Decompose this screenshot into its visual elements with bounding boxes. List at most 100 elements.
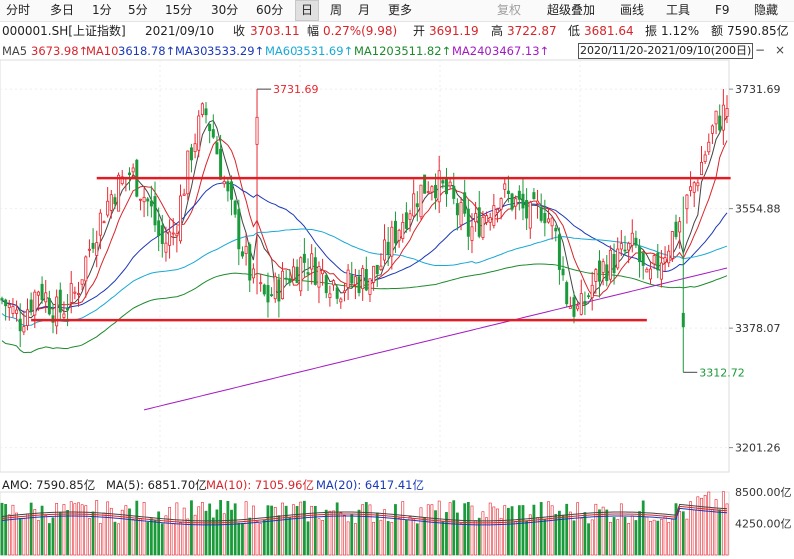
draw-line-button[interactable]: 画线 <box>620 3 645 17</box>
candle-body <box>124 177 128 180</box>
period-tab-30min[interactable]: 30分 <box>211 3 239 17</box>
candle-body <box>26 309 29 326</box>
period-tab-month[interactable]: 月 <box>358 3 371 17</box>
period-tab-week[interactable]: 周 <box>330 3 343 17</box>
volume-bar <box>164 515 168 556</box>
volume-bar <box>576 502 580 556</box>
candle-body <box>204 108 208 116</box>
candle-body <box>193 143 197 153</box>
period-tab-5min[interactable]: 5分 <box>128 3 148 17</box>
candle-body <box>492 205 496 226</box>
volume-bar <box>481 511 485 556</box>
candle-body <box>448 181 452 187</box>
tools-button[interactable]: 工具 <box>666 3 691 17</box>
low-label: 低 <box>568 24 581 38</box>
volume-bar <box>514 520 518 556</box>
volume-bar <box>226 500 230 556</box>
close-value: 3703.11 <box>250 24 300 38</box>
f9-button[interactable]: F9 <box>715 3 730 17</box>
period-tab-1min[interactable]: 1分 <box>92 3 112 17</box>
candle-body <box>725 108 729 117</box>
period-tab-multiday[interactable]: 多日 <box>50 3 75 17</box>
volume-bar <box>510 506 514 556</box>
ma240-label: MA240 <box>452 44 492 58</box>
candle-body <box>313 257 317 285</box>
ma5-label: MA5 <box>2 44 28 58</box>
volume-bar <box>313 505 317 556</box>
close-icon[interactable]: × <box>774 43 786 57</box>
volume-bar <box>656 520 660 556</box>
candle-body <box>510 193 514 210</box>
volume-bar <box>171 523 175 556</box>
candle-body <box>368 278 372 295</box>
candle-body <box>590 284 594 299</box>
volume-bar <box>273 507 277 556</box>
volume-bar <box>295 506 299 556</box>
candle-body <box>138 198 142 201</box>
volume-bar <box>434 510 437 556</box>
period-tab-intraday[interactable]: 分时 <box>6 3 31 17</box>
candle-body <box>379 265 383 270</box>
candle-body <box>554 227 558 232</box>
candle-body <box>546 218 550 223</box>
candle-body <box>310 253 314 270</box>
ma30-value: 3533.29↑ <box>207 44 265 58</box>
volume-bar <box>128 508 131 556</box>
high-value: 3722.87 <box>507 24 557 38</box>
candle-body <box>321 269 325 275</box>
candle-body <box>328 293 332 299</box>
vol-tick-label: 4250.00亿 <box>735 518 792 531</box>
candle-body <box>55 296 59 327</box>
candle-body <box>259 282 263 285</box>
candle-body <box>434 184 438 199</box>
volume-bar <box>645 516 649 556</box>
volume-bar <box>547 501 550 556</box>
period-tab-15min[interactable]: 15分 <box>165 3 193 17</box>
candle-body <box>135 159 139 197</box>
candle-body <box>324 275 328 294</box>
candle-body <box>568 306 572 309</box>
candle-body <box>408 213 412 220</box>
adjust-button[interactable]: 复权 <box>497 3 522 17</box>
high-label: 高 <box>491 24 504 38</box>
volume-bar <box>696 496 700 556</box>
overlay-button[interactable]: 超级叠加 <box>547 3 596 17</box>
volume-bar <box>412 518 416 556</box>
volume-bar <box>568 511 572 556</box>
volume-bar <box>153 519 157 556</box>
candle-body <box>685 194 689 210</box>
candle-body <box>219 148 223 180</box>
hide-button[interactable]: 隐藏 <box>754 3 779 17</box>
candle-body <box>215 142 219 155</box>
volume-bar <box>120 509 124 556</box>
more-periods-button[interactable]: 更多 <box>388 3 413 17</box>
volume-bar <box>539 502 543 556</box>
period-tab-60min[interactable]: 60分 <box>256 3 284 17</box>
volume-bar <box>634 520 638 556</box>
candle-body <box>587 295 591 298</box>
candle-body <box>262 284 266 295</box>
volume-bar <box>26 513 29 556</box>
volume-bar <box>711 508 714 556</box>
volume-bar <box>532 504 536 556</box>
volume-bar <box>142 502 146 556</box>
volume-bar <box>521 505 525 556</box>
volume-bar <box>499 517 503 556</box>
minus-icon[interactable]: − <box>754 43 766 57</box>
candle-body <box>452 185 456 199</box>
candle-body <box>630 232 634 246</box>
volume-bar <box>641 500 645 556</box>
volume-bar <box>124 505 128 556</box>
candle-body <box>441 180 445 184</box>
candle-body <box>393 220 397 244</box>
period-tab-day[interactable]: 日 <box>295 0 320 21</box>
volume-bar <box>572 520 576 556</box>
date-range-box[interactable]: 2020/11/20-2021/09/10(200日) <box>578 43 754 59</box>
volume-plot-frame <box>0 491 730 556</box>
candle-body <box>667 250 671 264</box>
candle-body <box>481 216 485 238</box>
candle-body <box>397 229 401 241</box>
volume-bar <box>430 504 434 556</box>
volume-bar <box>255 521 259 556</box>
volume-bar <box>241 522 244 556</box>
